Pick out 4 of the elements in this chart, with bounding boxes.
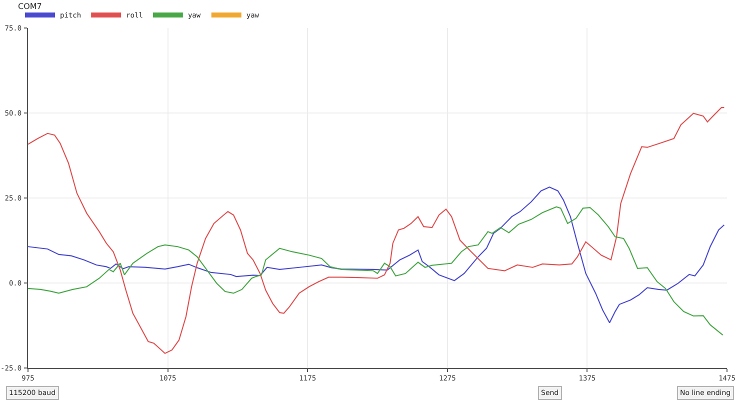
chart-title: COM7 — [18, 2, 42, 11]
line-series — [28, 107, 725, 354]
line-series — [28, 206, 724, 336]
line-series — [28, 186, 725, 324]
